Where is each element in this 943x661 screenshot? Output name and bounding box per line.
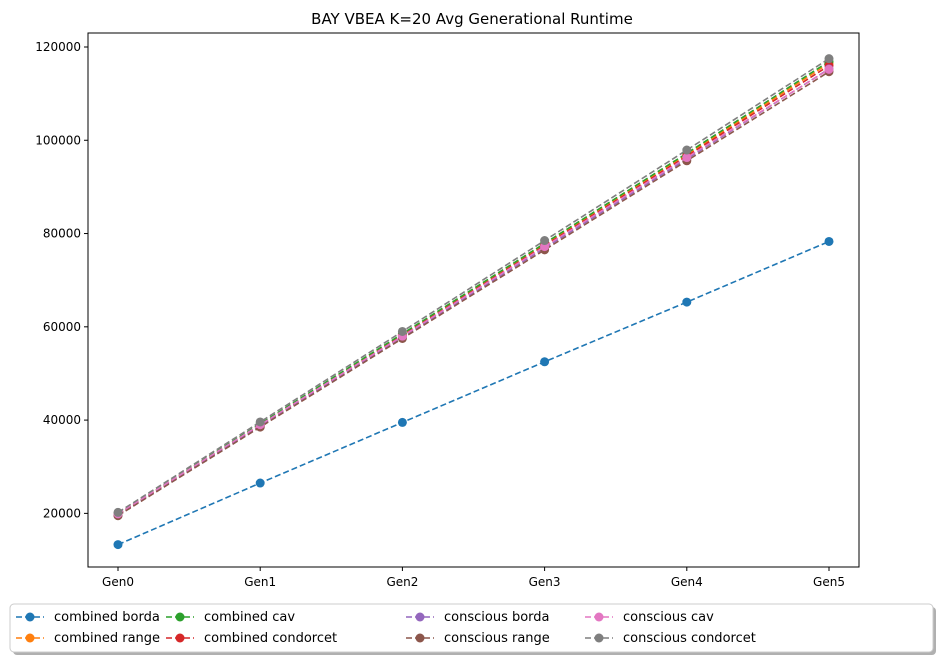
x-tick-label: Gen2 [386, 575, 418, 589]
legend-label: conscious cav [623, 610, 714, 625]
legend-item: conscious range [406, 631, 550, 646]
series-line [117, 64, 830, 516]
legend-item: conscious cav [585, 610, 714, 625]
x-axis: Gen0 Gen1 Gen2 Gen3 Gen4 Gen5 [102, 567, 845, 589]
series-combined-borda [113, 236, 834, 550]
legend-item: conscious borda [406, 610, 550, 625]
legend-label: combined cav [204, 610, 295, 625]
legend-marker [594, 612, 604, 622]
data-point [397, 417, 407, 427]
legend-marker [415, 633, 425, 643]
x-tick-label: Gen4 [671, 575, 703, 589]
y-tick-label: 120000 [35, 40, 81, 54]
data-point [113, 540, 123, 550]
data-point [824, 54, 834, 64]
legend-label: conscious borda [444, 610, 550, 625]
legend-label: combined borda [54, 610, 160, 625]
legend-label: combined condorcet [204, 631, 337, 646]
series-conscious-condorcet [113, 54, 834, 517]
series-line [117, 60, 830, 515]
data-point [397, 326, 407, 336]
data-point [824, 236, 834, 246]
legend-marker [415, 612, 425, 622]
y-tick-label: 80000 [43, 227, 81, 241]
series-layer [113, 54, 834, 550]
legend-box [9, 603, 934, 653]
x-tick-label: Gen1 [244, 575, 276, 589]
legend-marker [175, 612, 185, 622]
legend-item: combined range [16, 631, 160, 646]
legend-item: combined condorcet [166, 631, 337, 646]
x-tick-label: Gen5 [813, 575, 845, 589]
legend: combined borda combined range combined cav… [9, 603, 936, 655]
chart-title: BAY VBEA K=20 Avg Generational Runtime [311, 10, 633, 28]
data-point [540, 357, 550, 367]
legend-label: combined range [54, 631, 160, 646]
legend-item: combined cav [166, 610, 295, 625]
legend-marker [594, 633, 604, 643]
x-tick-label: Gen3 [529, 575, 561, 589]
data-point [255, 478, 265, 488]
y-tick-label: 40000 [43, 413, 81, 427]
data-point [540, 236, 550, 246]
y-tick-label: 60000 [43, 320, 81, 334]
series-line [117, 57, 830, 514]
legend-marker [25, 633, 35, 643]
legend-item: conscious condorcet [585, 631, 756, 646]
series-line [117, 68, 830, 515]
series-line [117, 240, 830, 546]
legend-marker [25, 612, 35, 622]
legend-marker [175, 633, 185, 643]
data-point [113, 507, 123, 517]
y-axis: 20000 40000 60000 80000 100000 120000 [35, 40, 88, 520]
plot-frame [87, 32, 860, 568]
x-tick-label: Gen0 [102, 575, 134, 589]
series-line [117, 71, 830, 517]
legend-item: combined borda [16, 610, 160, 625]
data-point [682, 145, 692, 155]
legend-label: conscious condorcet [623, 631, 756, 646]
legend-label: conscious range [444, 631, 550, 646]
data-point [255, 417, 265, 427]
y-tick-label: 100000 [35, 133, 81, 147]
y-tick-label: 20000 [43, 506, 81, 520]
data-point [682, 297, 692, 307]
data-point [682, 153, 692, 163]
data-point [824, 64, 834, 74]
